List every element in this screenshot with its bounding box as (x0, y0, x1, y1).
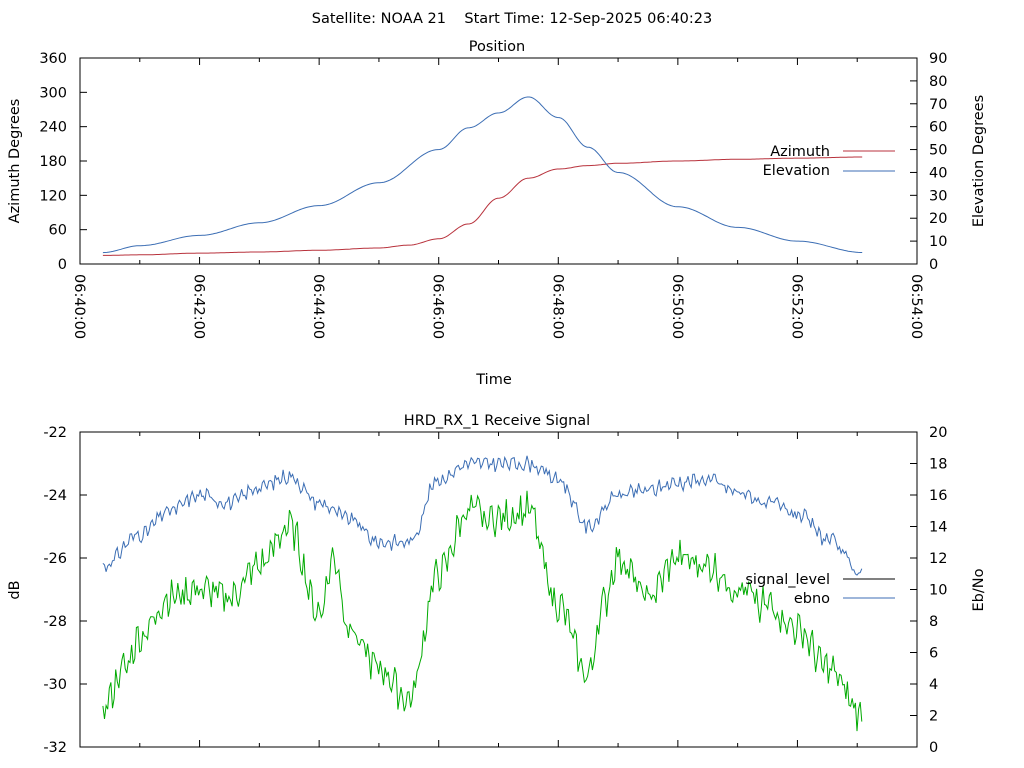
signal-y-axis-label: dB (7, 580, 23, 599)
right-y-tick-label: 16 (929, 488, 947, 504)
right-y-tick-label: 0 (929, 740, 938, 756)
elevation-line (102, 96, 863, 254)
left-y-tick-label: 300 (39, 85, 67, 101)
position-legend: Azimuth Elevation (763, 144, 895, 179)
x-tick-label: 06:54:00 (908, 274, 924, 339)
left-y-tick-label: 180 (39, 154, 67, 170)
left-y-tick-label: -22 (43, 425, 67, 441)
right-y-tick-label: 80 (929, 74, 947, 90)
right-y-tick-label: 20 (929, 425, 947, 441)
left-y-tick-label: 240 (39, 120, 67, 136)
right-y-tick-label: 18 (929, 457, 947, 473)
right-y-tick-label: 8 (929, 614, 938, 630)
signal-x-axis (79, 432, 918, 747)
x-tick-label: 06:42:00 (191, 274, 207, 339)
right-y-tick-label: 2 (929, 709, 938, 725)
position-y-axis: 0 60 120 180 240 300 360 (39, 51, 87, 273)
ebno-line (102, 455, 863, 576)
right-y-tick-label: 0 (929, 257, 938, 273)
right-y-tick-label: 90 (929, 51, 947, 67)
right-y-tick-label: 4 (929, 677, 938, 693)
legend-label-ebno: ebno (794, 591, 830, 607)
right-y-tick-label: 60 (929, 120, 947, 136)
left-y-tick-label: 0 (58, 257, 67, 273)
right-y-tick-label: 12 (929, 551, 947, 567)
position-plot-frame (79, 57, 918, 265)
position-y2-axis: 0 10 20 30 40 50 60 70 80 90 (910, 51, 947, 273)
left-y-tick-label: -26 (43, 551, 67, 567)
signal-plot-frame (79, 431, 918, 748)
right-y-tick-label: 40 (929, 165, 947, 181)
x-tick-label: 06:48:00 (549, 274, 565, 339)
right-y-tick-label: 6 (929, 646, 938, 662)
legend-label-azimuth: Azimuth (770, 144, 830, 160)
position-x-axis-label: Time (475, 372, 512, 388)
right-y-tick-label: 10 (929, 234, 947, 250)
right-y-tick-label: 10 (929, 583, 947, 599)
left-y-tick-label: 120 (39, 188, 67, 204)
left-y-tick-label: 60 (49, 223, 67, 239)
right-y-tick-label: 50 (929, 143, 947, 159)
left-y-tick-label: -32 (43, 740, 67, 756)
left-y-tick-label: -28 (43, 614, 67, 630)
position-y-axis-label: Azimuth Degrees (7, 99, 23, 224)
right-y-tick-label: 14 (929, 520, 947, 536)
x-tick-label: 06:46:00 (430, 274, 446, 339)
position-x-axis: 06:40:00 06:42:00 06:44:00 06:46:00 06:48:00… (71, 58, 924, 339)
signal-y2-axis-label: Eb/No (971, 568, 987, 611)
signal-series (102, 455, 863, 732)
x-tick-label: 06:52:00 (788, 274, 804, 339)
x-tick-label: 06:50:00 (669, 274, 685, 339)
azimuth-line (102, 156, 863, 256)
left-y-tick-label: -24 (43, 488, 67, 504)
signal-chart: HRD_RX_1 Receive Signal -22-24-26-28-30-… (7, 413, 987, 756)
right-y-tick-label: 30 (929, 188, 947, 204)
position-chart: Position 0 60 120 180 240 300 360 0 10 20 30 40 50 6… (7, 39, 987, 388)
left-y-tick-label: -30 (43, 677, 67, 693)
position-chart-title: Position (469, 39, 525, 55)
right-y-tick-label: 20 (929, 211, 947, 227)
signal-y2-axis: 0 2 4 6 8 10 12 14 16 18 20 (910, 425, 947, 756)
right-y-tick-label: 70 (929, 97, 947, 113)
left-y-tick-label: 360 (39, 51, 67, 67)
legend-label-signal-level: signal_level (745, 572, 830, 588)
page-title: Satellite: NOAA 21 Start Time: 12-Sep-20… (312, 11, 713, 27)
signal-chart-title: HRD_RX_1 Receive Signal (404, 413, 590, 429)
x-tick-label: 06:40:00 (71, 274, 87, 339)
green-signal-line (102, 490, 863, 732)
legend-label-elevation: Elevation (763, 163, 830, 179)
position-y2-axis-label: Elevation Degrees (971, 95, 987, 227)
signal-legend: signal_level ebno (745, 572, 895, 607)
x-tick-label: 06:44:00 (310, 274, 326, 339)
position-series (102, 96, 863, 256)
signal-y-axis: -22 -24 -26 -28 -30 -32 (43, 425, 87, 756)
